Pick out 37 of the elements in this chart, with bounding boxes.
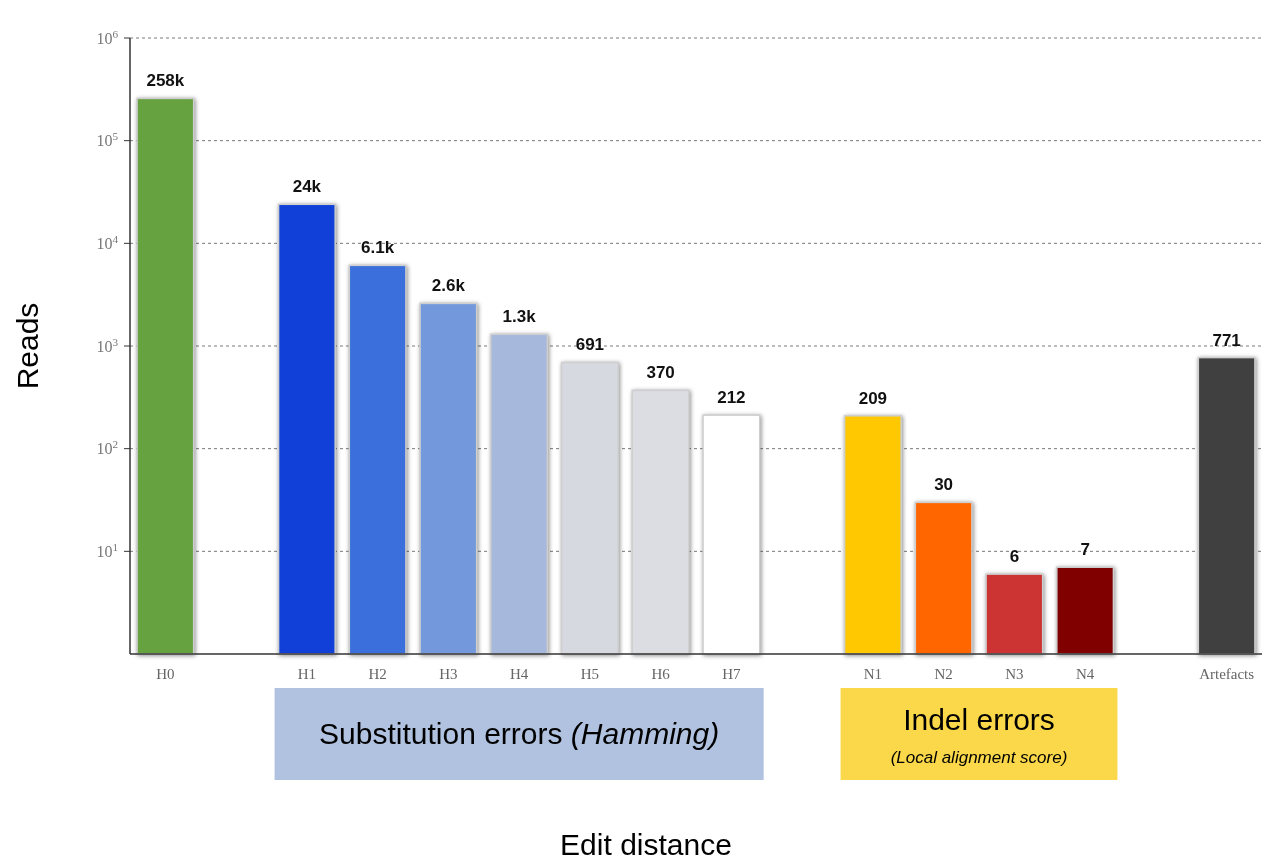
y-tick-label: 10$^{2}$ [96,438,118,458]
x-tick-label: H0 [156,666,175,682]
x-tick-label: H4 [509,666,529,682]
x-tick-label: N3 [1005,666,1024,682]
x-axis-title: Edit distance [560,828,732,861]
x-tick-label: H5 [580,666,600,682]
y-tick-label: 10$^{3}$ [96,335,119,355]
data-label: 6.1k [361,238,395,258]
x-tick-label: H7 [722,666,742,682]
data-label: 6 [1009,547,1020,567]
data-label: 370 [646,363,675,383]
y-tick-label: 10$^{6}$ [96,27,119,47]
y-tick-label: 10$^{5}$ [96,130,119,150]
x-tick-label: H1 [297,666,317,682]
data-label: 691 [575,335,605,355]
data-label: 7 [1080,540,1090,560]
data-label: 30 [934,475,954,495]
x-tick-label: N1 [863,666,883,682]
y-axis-title: Reads [11,302,44,390]
data-label: 771 [1212,330,1241,350]
data-label: 258k [146,71,185,91]
text: Indel errors [903,703,1055,736]
y-tick-label: 10$^{1}$ [96,540,118,560]
x-tick-label: N4 [1075,666,1095,682]
text: (Local alignment score) [890,748,1068,767]
x-tick-label: Artefacts [1199,666,1255,682]
y-tick-label: 10$^{4}$ [96,232,119,252]
x-tick-label: H3 [439,666,458,682]
data-label: 209 [858,388,888,408]
x-tick-label: H2 [368,666,387,682]
x-tick-label: N2 [934,666,953,682]
x-tick-label: H6 [651,666,671,682]
data-label: 2.6k [431,276,466,296]
data-label: 212 [717,388,746,408]
data-label: 24k [292,177,322,197]
data-label: 1.3k [502,307,537,327]
text: Substitution errors (Hamming) [319,717,720,750]
